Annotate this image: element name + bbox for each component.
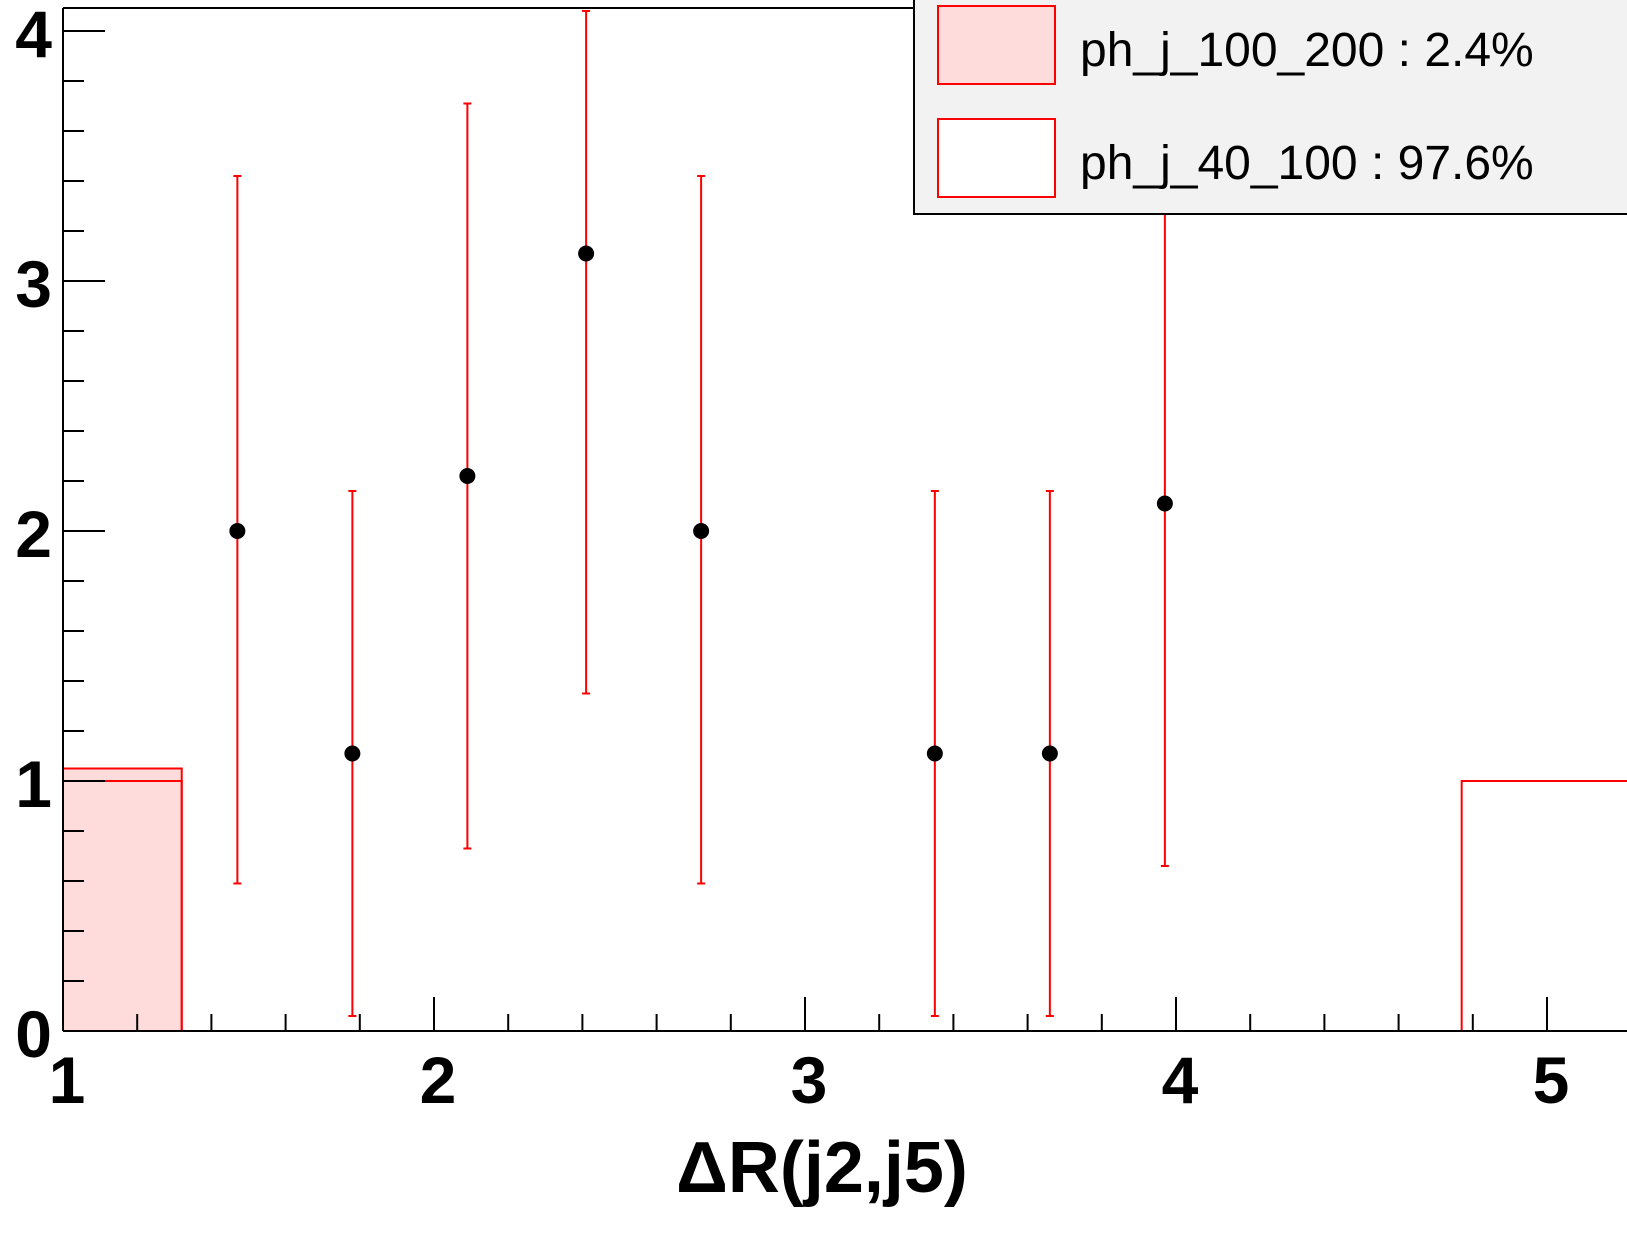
histogram-bar-1-2 [1460,780,1627,1031]
x-axis-title: ΔR(j2,j5) [676,1128,968,1208]
histogram-layer [63,767,1627,1031]
x-tick-label-3: 3 [791,1043,828,1117]
y-tick-label-0: 0 [15,997,52,1071]
x-tick-label-4: 4 [1162,1043,1199,1117]
legend-label-0: ph_j_100_200 : 2.4% [1080,24,1534,77]
data-point-1 [344,745,361,762]
y-tick-label-3: 3 [15,247,52,321]
legend-swatch-0 [937,5,1056,85]
data-point-7 [1156,495,1173,512]
x-tick-label-5: 5 [1533,1043,1570,1117]
data-point-6 [1041,745,1058,762]
legend: ph_j_100_200 : 2.4% ph_j_40_100 : 97.6% [913,0,1627,215]
data-point-4 [693,523,710,539]
data-point-0 [229,523,246,539]
y-tick-label-2: 2 [15,497,52,571]
y-tick-label-1: 1 [15,747,52,821]
data-points [229,245,1173,762]
data-point-3 [578,245,595,262]
x-tick-label-2: 2 [420,1043,457,1117]
data-point-5 [926,745,943,762]
legend-label-1: ph_j_40_100 : 97.6% [1080,137,1534,190]
x-tick-label-1: 1 [49,1043,86,1117]
legend-swatch-1 [937,118,1056,198]
y-tick-label-4: 4 [15,0,52,71]
data-point-2 [459,468,476,484]
